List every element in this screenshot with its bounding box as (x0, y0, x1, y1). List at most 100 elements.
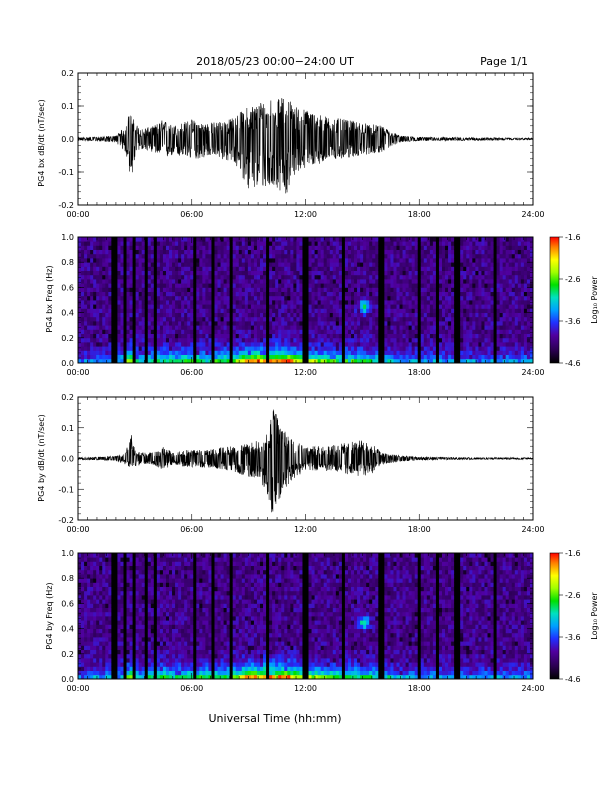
spectrogram-cell (138, 287, 143, 292)
spectrogram-cell (114, 304, 118, 309)
spectrogram-cell (387, 346, 391, 351)
spectrogram-cell (205, 283, 209, 288)
spectrogram-cell (487, 304, 491, 309)
spectrogram-cell (466, 237, 470, 242)
spectrogram-cell (156, 300, 161, 305)
spectrogram-cell (105, 350, 109, 355)
spectrogram-cell (156, 325, 161, 330)
spectrogram-cell (360, 241, 364, 246)
spectrogram-cell (241, 279, 246, 284)
spectrogram-cell (117, 350, 121, 355)
spectrogram-cell (317, 270, 322, 276)
spectrogram-cell (505, 274, 510, 280)
spectrogram-cell (381, 283, 385, 288)
spectrogram-cell (408, 287, 413, 292)
spectrogram-cell (132, 304, 137, 309)
spectrogram-cell (99, 304, 103, 309)
spectrogram-cell (435, 283, 440, 288)
spectrogram-cell (323, 262, 328, 267)
spectrogram-cell (178, 337, 182, 343)
spectrogram-cell (399, 245, 403, 250)
spectrogram-cell (451, 287, 455, 292)
spectrogram-cell (153, 262, 158, 267)
spectrogram-cell (478, 300, 482, 305)
spectrogram-cell (266, 295, 270, 301)
spectrogram-cell (369, 346, 373, 351)
spectrogram-cell (451, 249, 455, 255)
spectrogram-cell (196, 333, 200, 339)
spectrogram-cell (172, 258, 176, 263)
spectrogram-cell (208, 266, 212, 271)
spectrogram-cell (150, 270, 155, 276)
spectrogram-cell (220, 304, 224, 309)
spectrogram-cell (323, 291, 328, 297)
spectrogram-cell (366, 274, 370, 280)
spectrogram-cell (290, 270, 294, 276)
spectrogram-cell (517, 279, 522, 284)
spectrogram-cell (338, 308, 343, 313)
spectrogram-cell (305, 300, 309, 305)
spectrogram-cell (184, 350, 188, 355)
spectrogram-cell (390, 337, 394, 343)
spectrogram-cell (293, 279, 297, 284)
spectrogram-cell (335, 245, 340, 250)
spectrogram-cell (250, 249, 255, 255)
spectrogram-cell (372, 312, 376, 318)
spectrogram-cell (426, 295, 431, 301)
spectrogram-cell (387, 279, 391, 284)
spectrogram-cell (505, 321, 510, 326)
spectrogram-cell (81, 337, 85, 343)
spectrogram-cell (135, 354, 140, 360)
spectrogram-cell (211, 300, 215, 305)
spectrogram-cell (99, 333, 103, 339)
spectrogram-cell (278, 270, 282, 276)
spectrogram-cell (302, 321, 306, 326)
spectrogram-cell (469, 253, 473, 259)
spectrogram-cell (411, 308, 416, 313)
spectrogram-cell (220, 308, 224, 313)
spectrogram-cell (187, 316, 191, 322)
spectrogram-cell (156, 258, 161, 263)
spectrogram-cell (384, 237, 388, 242)
spectrogram-cell (460, 279, 464, 284)
spectrogram-cell (132, 325, 137, 330)
spectrogram-cell (338, 266, 343, 271)
spectrogram-cell (460, 312, 464, 318)
spectrogram-cell (296, 266, 300, 271)
spectrogram-cell (123, 329, 127, 334)
spectrogram-cell (172, 358, 176, 364)
spectrogram-cell (445, 291, 449, 297)
spectrogram-cell (87, 325, 91, 330)
spectrogram-cell (320, 237, 325, 242)
spectrogram-cell (341, 262, 346, 267)
spectrogram-cell (357, 241, 361, 246)
spectrogram-cell (90, 333, 94, 339)
spectrogram-cell (153, 342, 158, 347)
spectrogram-cell (275, 354, 279, 360)
spectrogram-cell (378, 358, 382, 364)
spectrogram-cell (372, 350, 376, 355)
spectrogram-cell (414, 358, 419, 364)
spectrogram-cell (329, 337, 334, 343)
spectrogram-cell (253, 316, 258, 322)
spectrogram-cell (402, 266, 406, 271)
spectrogram-cell (384, 358, 388, 364)
spectrogram-cell (147, 258, 152, 263)
spectrogram-cell (520, 304, 525, 309)
spectrogram-cell (305, 329, 309, 334)
spectrogram-cell (299, 325, 303, 330)
spectrogram-cell (272, 350, 276, 355)
spectrogram-cell (211, 304, 215, 309)
spectrogram-cell (187, 270, 191, 276)
spectrogram-cell (90, 279, 94, 284)
spectrogram-cell (344, 249, 349, 255)
spectrogram-cell (341, 287, 346, 292)
spectrogram-cell (256, 329, 261, 334)
spectrogram-cell (484, 295, 488, 301)
spectrogram-cell (159, 287, 164, 292)
spectrogram-cell (199, 258, 203, 263)
spectrogram-cell (129, 325, 133, 330)
spectrogram-cell (126, 274, 130, 280)
spectrogram-cell (423, 350, 428, 355)
spectrogram-cell (211, 253, 215, 259)
